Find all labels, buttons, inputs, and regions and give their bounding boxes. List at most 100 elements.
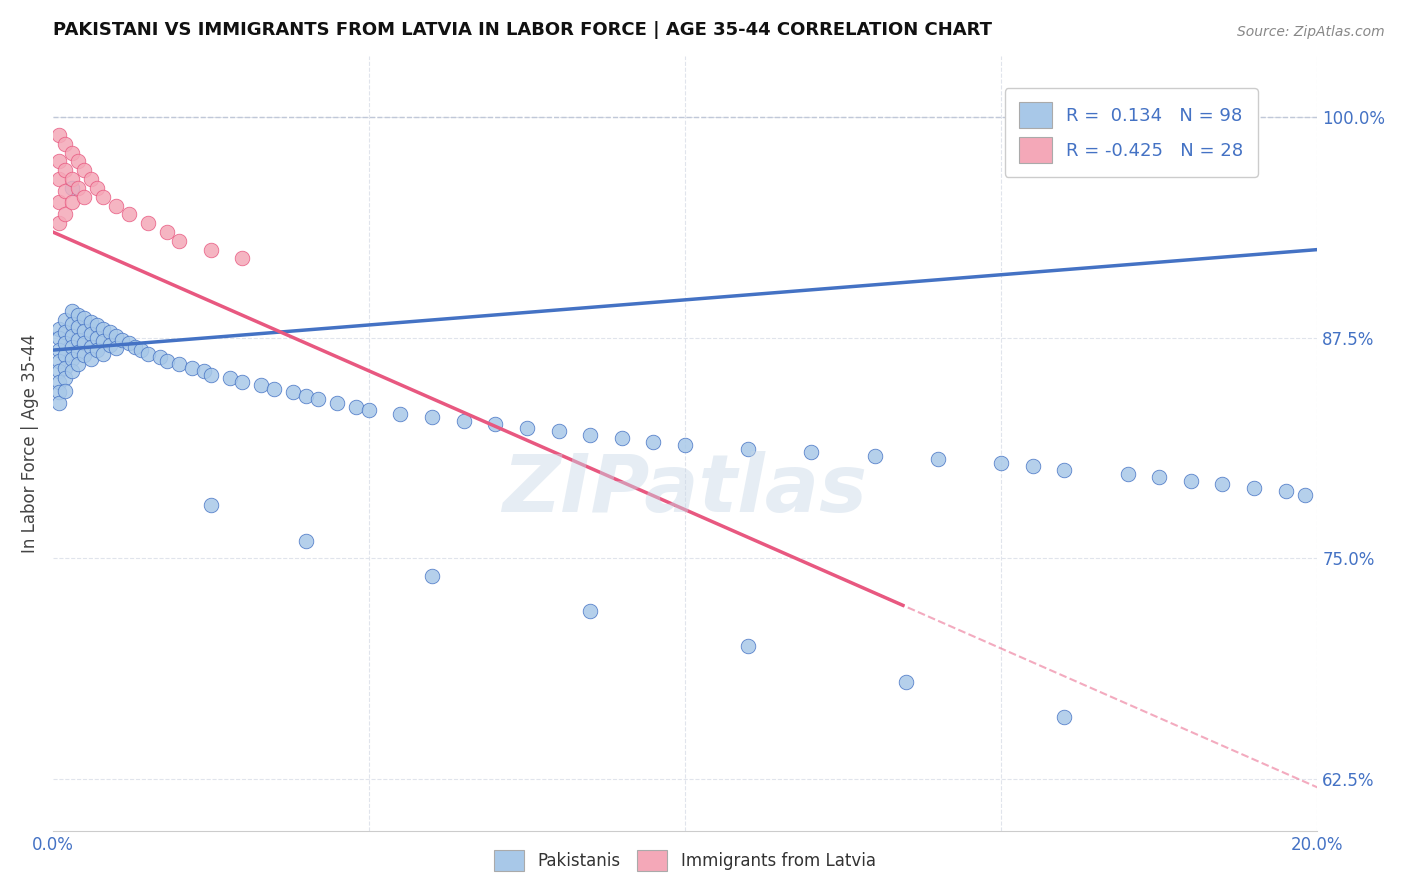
Point [193, 364, 215, 378]
Point [60, 329, 83, 343]
Point [73, 348, 96, 362]
Text: ZIPatlas: ZIPatlas [502, 451, 868, 529]
Point [104, 329, 127, 343]
Point [66, 344, 89, 359]
Point [86, 181, 108, 195]
Point [673, 438, 696, 452]
Point [129, 343, 152, 357]
Point [326, 396, 349, 410]
Point [1211, 477, 1233, 491]
Point [579, 427, 602, 442]
Point [53, 348, 76, 362]
Point [73, 311, 96, 326]
Point [180, 360, 202, 375]
Text: Source: ZipAtlas.com: Source: ZipAtlas.com [1237, 25, 1385, 39]
Point [389, 407, 412, 421]
Text: PAKISTANI VS IMMIGRANTS FROM LATVIA IN LABOR FORCE | AGE 35-44 CORRELATION CHART: PAKISTANI VS IMMIGRANTS FROM LATVIA IN L… [52, 21, 991, 39]
Point [200, 243, 222, 257]
Point [66, 308, 89, 322]
Point [53, 136, 76, 151]
Point [53, 384, 76, 398]
Point [91, 334, 114, 349]
Point [86, 318, 108, 333]
Point [60, 194, 83, 209]
Point [73, 324, 96, 338]
Point [737, 640, 759, 654]
Point [53, 326, 76, 340]
Point [263, 382, 285, 396]
Point [281, 385, 304, 400]
Point [73, 336, 96, 351]
Point [60, 351, 83, 366]
Point [1147, 470, 1170, 484]
Legend: Pakistanis, Immigrants from Latvia: Pakistanis, Immigrants from Latvia [488, 844, 883, 878]
Point [53, 360, 76, 375]
Point [53, 371, 76, 385]
Point [420, 568, 443, 582]
Point [117, 207, 139, 221]
Point [66, 320, 89, 334]
Point [1294, 488, 1316, 502]
Point [53, 207, 76, 221]
Point [48, 375, 70, 389]
Point [357, 403, 380, 417]
Point [200, 498, 222, 512]
Point [307, 392, 329, 407]
Point [200, 368, 222, 382]
Point [1243, 481, 1265, 495]
Point [91, 346, 114, 360]
Point [48, 343, 70, 357]
Point [48, 353, 70, 368]
Point [53, 313, 76, 327]
Point [79, 327, 101, 342]
Point [66, 357, 89, 371]
Point [48, 154, 70, 169]
Point [344, 400, 367, 414]
Point [48, 331, 70, 345]
Point [79, 340, 101, 354]
Point [60, 172, 83, 186]
Point [79, 172, 101, 186]
Point [60, 317, 83, 331]
Point [420, 410, 443, 425]
Point [1180, 474, 1202, 488]
Point [117, 336, 139, 351]
Point [927, 452, 949, 467]
Point [136, 346, 159, 360]
Point [98, 338, 121, 352]
Point [104, 342, 127, 356]
Point [53, 163, 76, 178]
Point [800, 445, 823, 459]
Point [167, 357, 190, 371]
Point [516, 420, 538, 434]
Point [48, 364, 70, 378]
Point [453, 414, 475, 428]
Point [66, 333, 89, 347]
Point [231, 375, 253, 389]
Point [48, 194, 70, 209]
Point [60, 304, 83, 318]
Point [231, 252, 253, 266]
Point [737, 869, 759, 883]
Point [218, 371, 240, 385]
Point [124, 340, 146, 354]
Point [484, 417, 506, 432]
Point [53, 336, 76, 351]
Point [136, 216, 159, 230]
Point [155, 353, 177, 368]
Point [610, 431, 633, 445]
Point [167, 234, 190, 248]
Point [1053, 710, 1076, 724]
Point [294, 389, 316, 403]
Point [53, 185, 76, 199]
Point [73, 163, 96, 178]
Point [60, 145, 83, 160]
Point [60, 340, 83, 354]
Point [48, 322, 70, 336]
Point [48, 396, 70, 410]
Point [79, 315, 101, 329]
Point [104, 198, 127, 212]
Point [66, 154, 89, 169]
Point [48, 172, 70, 186]
Point [111, 333, 134, 347]
